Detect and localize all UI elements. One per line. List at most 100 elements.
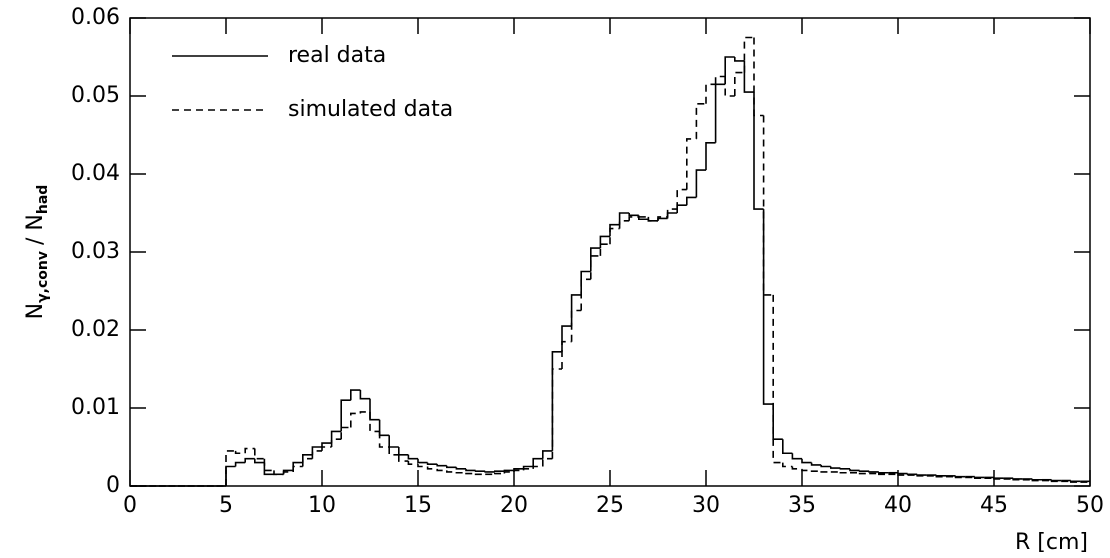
histogram-bin [273,470,284,476]
histogram-bin [878,473,889,476]
histogram-bin [436,468,447,472]
histogram-bin [753,37,764,117]
histogram-bin [369,398,380,421]
histogram-bin [359,411,370,414]
histogram-bin [676,188,687,210]
histogram-bin [311,450,322,459]
y-axis-label: Nγ,conv / Nhad [23,185,51,320]
histogram-bin [474,473,486,476]
histogram-bin [455,467,466,470]
x-tick-label: 50 [1076,493,1104,518]
y-tick-label: 0 [106,473,120,498]
histogram-bin [974,476,985,479]
histogram-bin [302,457,313,467]
histogram-bin [791,453,802,460]
x-tick-label: 5 [219,493,233,518]
histogram-bin [782,439,793,455]
histogram-bin [513,469,524,472]
histogram-bin [686,138,697,190]
histogram-bin [263,458,274,472]
histogram-bin [705,142,716,171]
histogram-bin [849,468,860,472]
histogram-bin [388,435,399,448]
histogram-bin [330,430,342,444]
histogram-bin [388,447,399,456]
histogram-bin [762,115,774,296]
histogram-bin [695,169,706,198]
histogram-bin [350,389,361,401]
histogram-bin [935,475,946,477]
histogram-bin [590,247,601,272]
histogram-bin [369,411,380,433]
histogram-bin [762,209,774,405]
y-label-sub: had [35,185,51,214]
histogram-bin [484,471,495,473]
histogram-bin [753,92,764,210]
histogram-bin [714,83,726,143]
histogram-bin [580,270,591,295]
histogram-bin [244,447,255,454]
histogram-bin [590,255,601,280]
histogram-bin [830,466,841,469]
histogram-bin [993,477,1004,479]
histogram-bin [897,474,908,476]
histogram-bin [906,473,918,476]
histogram-bin [532,465,543,469]
histogram-bin [676,204,687,213]
x-tick-label: 45 [980,493,1008,518]
histogram-bin [791,466,802,470]
histogram-bin [772,404,783,440]
histogram-bin [686,196,697,206]
histogram-bin [1012,478,1023,481]
histogram-bin [321,442,332,447]
histogram-bin [743,60,754,93]
histogram-bin [609,223,620,237]
y-tick-label: 0.05 [71,83,120,108]
histogram-bin [878,471,889,474]
plot-frame [129,17,1091,487]
y-label-part: / N [23,214,48,245]
histogram-bin [417,464,428,468]
y-tick-label: 0.02 [71,317,120,342]
histogram-bin [570,309,582,342]
histogram-bin [494,472,505,475]
histogram-bin [868,471,879,473]
histogram-bin [1050,480,1062,483]
histogram-bin [666,212,678,219]
histogram-bin [695,103,706,139]
histogram-bin [542,457,553,467]
histogram-bin [407,454,418,460]
histogram-bin [954,475,966,478]
histogram-bin [465,472,476,475]
y-label-sub: γ,conv [35,251,51,303]
histogram-bin [724,56,735,85]
histogram-bin [330,438,342,447]
x-tick-label: 40 [884,493,912,518]
histogram-bin [426,462,438,465]
histogram-bin [532,457,543,467]
histogram-bin [935,475,946,478]
histogram-bin [244,457,255,463]
histogram-bin [897,472,908,475]
histogram-bin [580,278,591,311]
histogram-bin [254,458,265,464]
histogram-bin [1070,481,1081,483]
histogram-bin [436,464,447,467]
x-tick-label: 25 [596,493,624,518]
histogram-bin [618,220,630,229]
histogram-bin [858,470,870,472]
histogram-bin [657,216,668,221]
histogram-bin [1031,479,1042,482]
histogram-bin [724,76,735,97]
histogram-bin [282,471,294,475]
histogram-bin [522,468,534,471]
histogram-bin [666,208,678,217]
histogram-bin [743,36,754,73]
histogram-bin [263,462,274,476]
histogram-bin [359,390,370,400]
histogram-bin [234,450,246,455]
histogram-bin [446,470,457,473]
histogram-bin [321,446,332,451]
